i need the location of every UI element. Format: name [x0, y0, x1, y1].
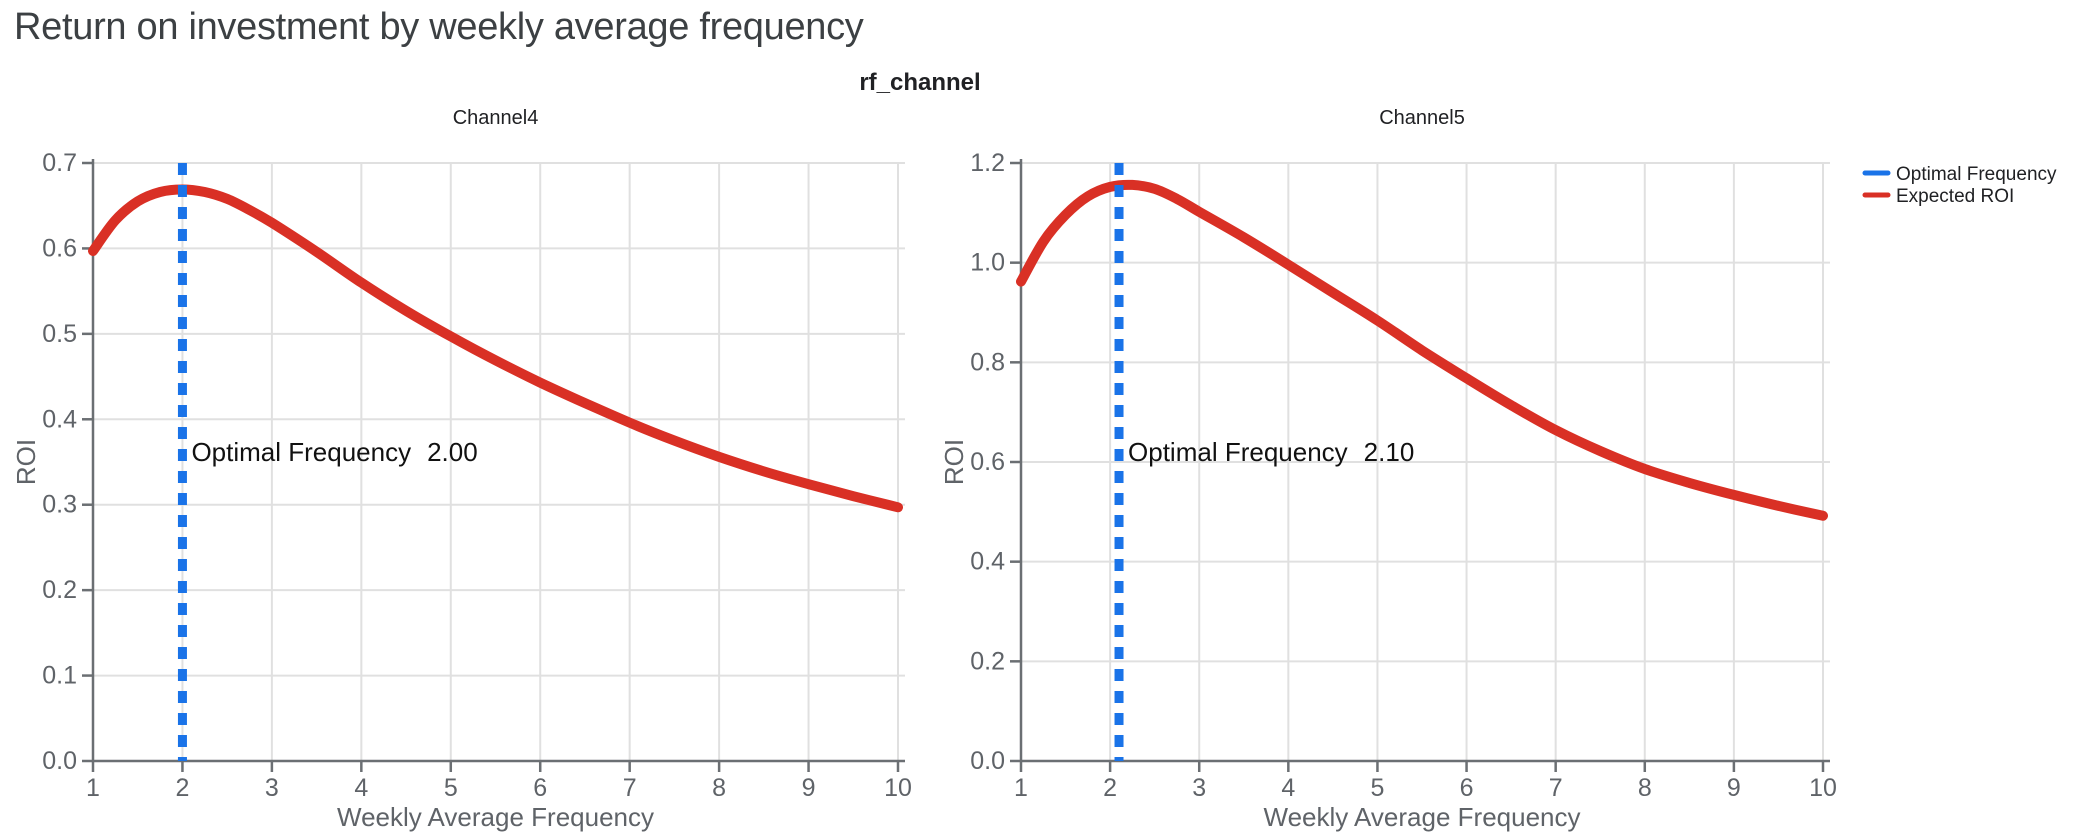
x-tick-label: 10	[884, 774, 912, 802]
x-tick-label: 7	[1549, 774, 1563, 802]
x-tick-label: 6	[533, 774, 547, 802]
chart-Channel5: 0.0 0.2 0.4 0.6 0.8 1.0 1.2 1 2 3 4 5 6 7 8 9 10 ROI Weekl…	[939, 107, 1837, 832]
x-tick-label: 3	[265, 774, 279, 802]
y-tick-label: 0.7	[42, 149, 77, 177]
page-title: Return on investment by weekly average f…	[14, 6, 864, 48]
y-axis-title: ROI	[939, 439, 969, 485]
y-tick-label: 0.2	[42, 576, 77, 604]
expected-roi-line	[1016, 179, 1828, 521]
chart-title: Channel4	[453, 107, 539, 129]
x-tick-label: 4	[1281, 774, 1295, 802]
x-tick-label: 8	[1638, 774, 1652, 802]
x-tick-label: 5	[444, 774, 458, 802]
x-tick-label: 9	[802, 774, 816, 802]
x-axis-title: Weekly Average Frequency	[337, 802, 654, 832]
y-tick-label: 0.3	[42, 491, 77, 519]
y-axis-title: ROI	[11, 439, 41, 485]
y-tick-label: 0.8	[970, 348, 1005, 376]
y-tick-label: 0.0	[970, 747, 1005, 775]
y-tick-label: 1.0	[970, 249, 1005, 277]
x-tick-label: 1	[1014, 774, 1028, 802]
x-tick-label: 9	[1727, 774, 1741, 802]
y-tick-label: 1.2	[970, 149, 1005, 177]
y-tick-label: 0.5	[42, 320, 77, 348]
x-tick-label: 3	[1192, 774, 1206, 802]
legend-label: Optimal Frequency	[1896, 164, 2057, 185]
x-tick-label: 5	[1370, 774, 1384, 802]
y-tick-label: 0.0	[42, 747, 77, 775]
legend-item: Optimal Frequency	[1862, 164, 2057, 185]
legend-label: Expected ROI	[1896, 186, 2014, 207]
x-tick-label: 8	[712, 774, 726, 802]
charts-group: 0.0 0.1 0.2 0.3 0.4 0.5 0.6 0.7 1 2 3 4 5 6 7 8 9 10 ROI We…	[11, 107, 1837, 832]
x-tick-label: 10	[1809, 774, 1837, 802]
y-tick-label: 0.1	[42, 662, 77, 690]
optimal-frequency-annotation: Optimal Frequency 2.00	[191, 437, 477, 467]
y-tick-label: 0.4	[42, 405, 77, 433]
legend-item: Expected ROI	[1862, 186, 2014, 207]
x-tick-label: 4	[354, 774, 368, 802]
x-tick-label: 1	[86, 774, 100, 802]
x-tick-label: 2	[1103, 774, 1117, 802]
chart-title: Channel5	[1379, 107, 1465, 129]
facet-title: rf_channel	[859, 69, 980, 96]
x-tick-label: 2	[175, 774, 189, 802]
x-tick-label: 6	[1460, 774, 1474, 802]
expected-roi-line	[88, 184, 903, 513]
x-axis-title: Weekly Average Frequency	[1264, 802, 1581, 832]
y-tick-label: 0.6	[42, 234, 77, 262]
x-tick-label: 7	[623, 774, 637, 802]
chart-Channel4: 0.0 0.1 0.2 0.3 0.4 0.5 0.6 0.7 1 2 3 4 5 6 7 8 9 10 ROI We…	[11, 107, 912, 832]
optimal-frequency-annotation: Optimal Frequency 2.10	[1128, 437, 1414, 467]
y-tick-label: 0.2	[970, 647, 1005, 675]
y-tick-label: 0.6	[970, 448, 1005, 476]
y-tick-label: 0.4	[970, 548, 1005, 576]
